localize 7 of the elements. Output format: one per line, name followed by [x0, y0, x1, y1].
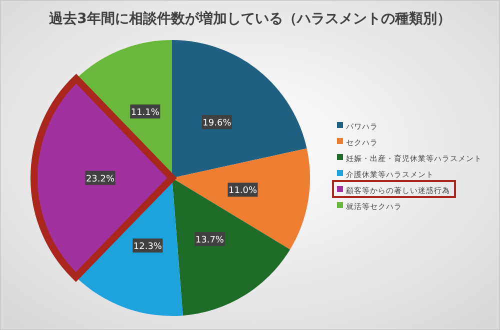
chart-title: 過去3年間に相談件数が増加している（ハラスメントの種類別）	[48, 10, 451, 27]
data-label: 11.0%	[228, 186, 258, 196]
data-label: 23.2%	[86, 174, 115, 184]
data-label: 19.6%	[202, 118, 232, 129]
data-label: 13.7%	[195, 236, 224, 246]
data-label: 12.3%	[133, 242, 162, 252]
data-label: 11.1%	[130, 108, 160, 118]
